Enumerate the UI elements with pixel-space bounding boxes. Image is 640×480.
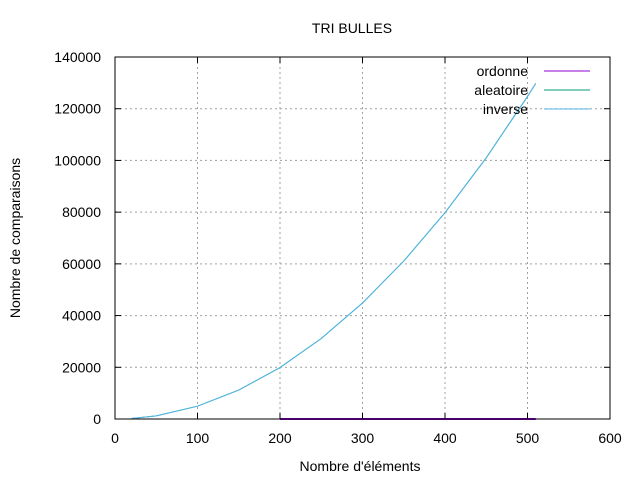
legend: ordonne aleatoire inverse <box>474 63 590 117</box>
grid <box>115 57 610 419</box>
y-tick-label: 40000 <box>62 308 101 324</box>
legend-label-ordonne: ordonne <box>477 63 529 79</box>
x-tick-label: 200 <box>268 430 292 446</box>
x-tick-label: 300 <box>351 430 375 446</box>
x-tick-label: 100 <box>186 430 210 446</box>
x-tick-label: 600 <box>598 430 622 446</box>
legend-label-inverse: inverse <box>483 101 528 117</box>
x-tick-labels: 0 100 200 300 400 500 600 <box>111 430 622 446</box>
y-axis-label: Nombre de comparaisons <box>7 158 23 318</box>
x-axis-label: Nombre d'éléments <box>300 458 421 474</box>
chart-title: TRI BULLES <box>312 20 392 36</box>
legend-label-aleatoire: aleatoire <box>474 82 528 98</box>
y-tick-label: 20000 <box>62 359 101 375</box>
axis-ticks <box>114 56 611 420</box>
x-tick-label: 400 <box>433 430 457 446</box>
plot-series <box>131 83 537 420</box>
y-tick-label: 0 <box>93 411 101 427</box>
y-tick-label: 60000 <box>62 256 101 272</box>
y-tick-labels: 0 20000 40000 60000 80000 100000 120000 140000 <box>54 49 101 427</box>
y-tick-label: 80000 <box>62 204 101 220</box>
y-tick-label: 120000 <box>54 101 101 117</box>
x-tick-label: 0 <box>111 430 119 446</box>
x-tick-label: 500 <box>516 430 540 446</box>
series-line-inverse <box>131 83 537 420</box>
series-line-aleatoire <box>131 83 537 420</box>
y-tick-label: 100000 <box>54 152 101 168</box>
y-tick-label: 140000 <box>54 49 101 65</box>
